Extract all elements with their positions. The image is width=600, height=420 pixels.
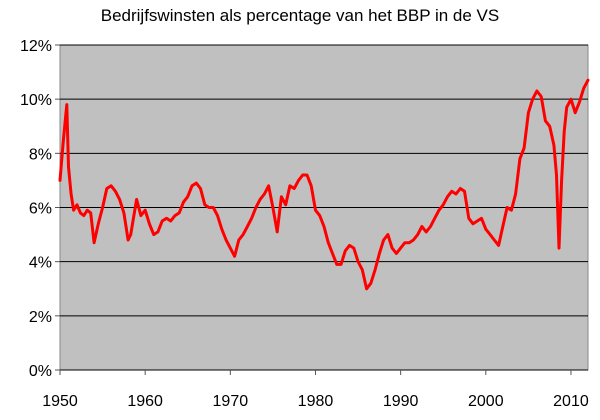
chart-title: Bedrijfswinsten als percentage van het B… xyxy=(100,6,500,25)
x-tick-label: 1980 xyxy=(298,393,334,410)
gridlines xyxy=(60,44,588,371)
x-tick-label: 2000 xyxy=(468,393,504,410)
x-tick-label: 1970 xyxy=(213,393,249,410)
x-tick-label: 1950 xyxy=(42,393,78,410)
y-tick-label: 12% xyxy=(20,38,52,55)
y-tick-label: 10% xyxy=(20,92,52,109)
x-tick-label: 2010 xyxy=(553,393,589,410)
y-tick-label: 0% xyxy=(29,363,52,380)
x-tick-label: 1960 xyxy=(127,393,163,410)
y-axis: 0% 2% 4% 6% 8% 10% 12% xyxy=(20,38,60,380)
x-axis: 1950 1960 1970 1980 1990 2000 2010 xyxy=(42,370,589,410)
series-line xyxy=(58,78,590,291)
y-tick-label: 8% xyxy=(29,146,52,163)
y-tick-label: 4% xyxy=(29,255,52,272)
x-tick-label: 1990 xyxy=(383,393,419,410)
y-tick-label: 2% xyxy=(29,309,52,326)
y-tick-label: 6% xyxy=(29,201,52,218)
